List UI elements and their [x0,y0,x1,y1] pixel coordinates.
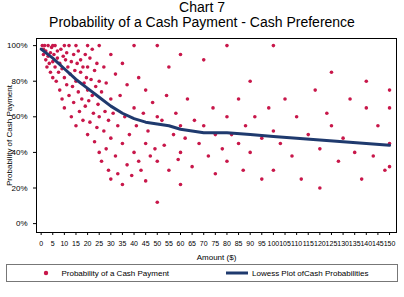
svg-text:65: 65 [188,240,196,247]
svg-text:105: 105 [279,240,291,247]
svg-text:140: 140 [360,240,372,247]
svg-text:20: 20 [84,240,92,247]
svg-text:15: 15 [72,240,80,247]
svg-text:150: 150 [384,240,396,247]
svg-text:45: 45 [142,240,150,247]
svg-text:35: 35 [119,240,127,247]
svg-text:60%: 60% [11,112,28,122]
svg-text:Amount ($): Amount ($) [197,253,237,262]
svg-text:40: 40 [130,240,138,247]
svg-text:130: 130 [337,240,349,247]
svg-text:125: 125 [326,240,338,247]
svg-text:80: 80 [223,240,231,247]
svg-text:120: 120 [314,240,326,247]
svg-text:80%: 80% [11,77,27,86]
html-text:Lowess Plot ofCash Probabiliti: Lowess Plot ofCash Probabilities [252,268,369,278]
svg-text:110: 110 [291,240,302,247]
svg-text:30: 30 [107,240,115,247]
svg-text:20%: 20% [11,183,28,193]
svg-text:0: 0 [39,240,43,247]
svg-text:40%: 40% [11,148,28,157]
svg-text:100%: 100% [7,41,27,50]
svg-text:5: 5 [51,240,55,247]
svg-text:90: 90 [246,240,254,247]
svg-text:55: 55 [165,240,173,247]
svg-text:95: 95 [258,240,266,247]
svg-text:85: 85 [235,240,243,247]
svg-text:145: 145 [372,240,384,247]
svg-text:Probability of Cash Payment: Probability of Cash Payment [5,84,14,186]
svg-text:25: 25 [95,240,103,247]
svg-text:100: 100 [268,240,280,247]
svg-text:50: 50 [153,240,161,247]
html-text:Chart 7: Chart 7 [179,0,225,15]
svg-text:115: 115 [303,240,314,247]
svg-text:70: 70 [200,240,208,247]
html-text:Probability of a Cash Payment: Probability of a Cash Payment - Cash Pre… [49,14,355,30]
svg-text:135: 135 [349,240,361,247]
svg-text:75: 75 [211,240,219,247]
svg-text:60: 60 [177,240,185,247]
html-text:Probability of a Cash Payment: Probability of a Cash Payment [61,268,170,278]
svg-text:10: 10 [60,240,68,247]
svg-text:0%: 0% [16,219,28,228]
